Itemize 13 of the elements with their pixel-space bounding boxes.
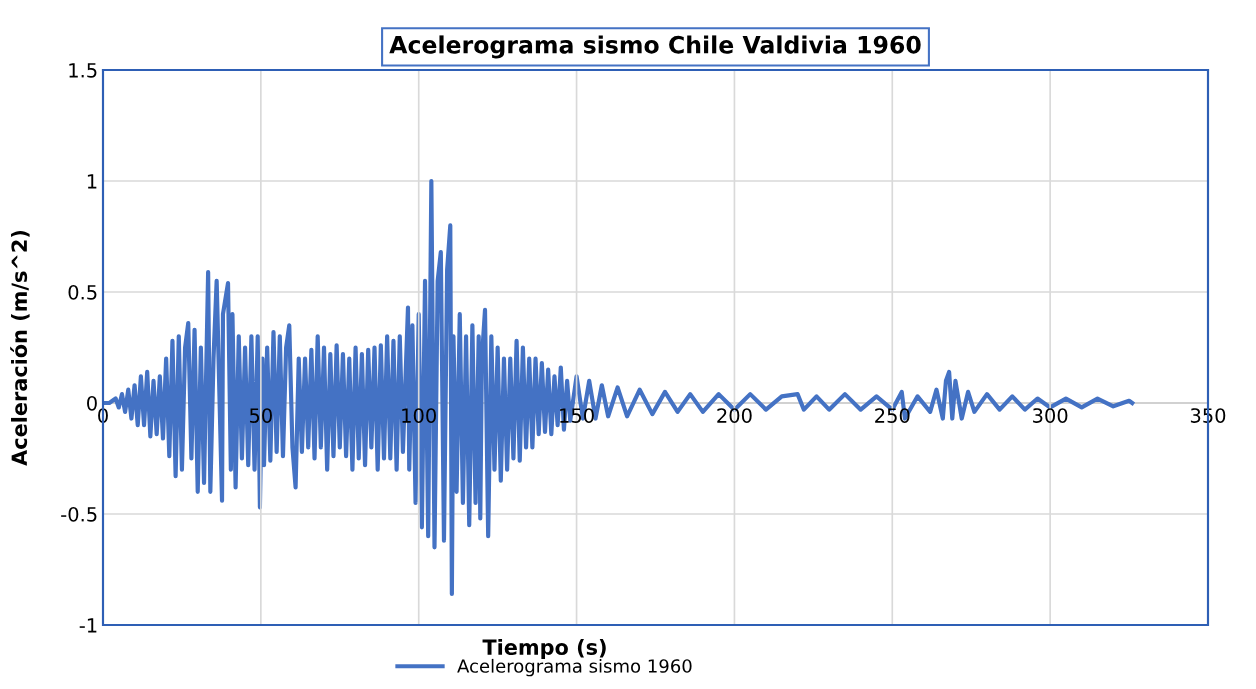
y-tick-label: 1.5 (69, 63, 97, 78)
x-tick-label: 150 (560, 408, 594, 423)
y-axis-title: Aceleración (m/s^2) (10, 230, 30, 466)
x-axis-title: Tiempo (s) (482, 638, 606, 660)
y-tick-label: 0 (87, 395, 97, 411)
chart-title: Acelerograma sismo Chile Valdivia 1960 (389, 35, 921, 59)
x-tick-label: 300 (1033, 408, 1068, 423)
y-tick-label: 0.5 (68, 284, 97, 300)
y-tick-label: 1 (87, 174, 97, 189)
y-tick-label: -0.5 (61, 506, 97, 522)
y-tick-label: -1 (79, 618, 97, 633)
legend-label: Acelerograma sismo 1960 (457, 658, 692, 677)
x-tick-label: 200 (717, 408, 752, 423)
